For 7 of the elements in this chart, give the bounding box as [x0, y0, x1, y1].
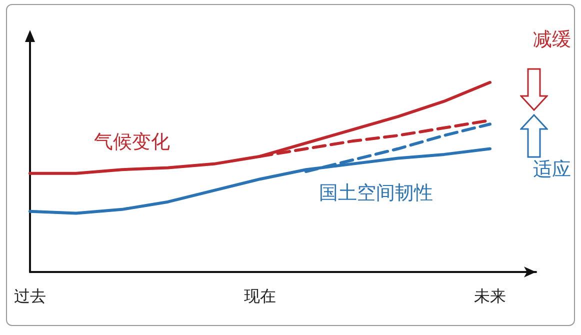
- x-tick-label: 过去: [14, 286, 46, 306]
- text: 减缓: [533, 28, 571, 50]
- annotation: 适应: [533, 158, 571, 180]
- series-label: 国土空间韧性: [319, 182, 433, 204]
- series-label: 气候变化: [94, 131, 170, 154]
- x-tick-label: 现在: [244, 286, 276, 306]
- x-tick-label: 未来: [474, 286, 506, 306]
